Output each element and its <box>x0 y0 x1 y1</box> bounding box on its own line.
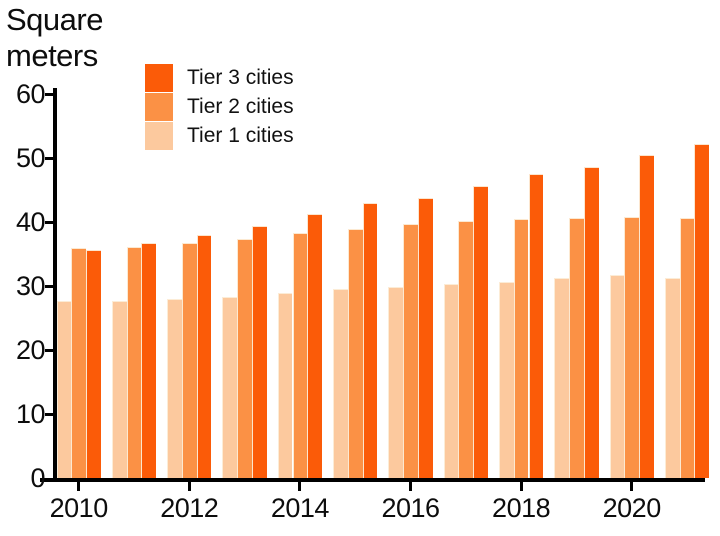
bar-tier3-2017 <box>473 186 488 478</box>
tier3-swatch-icon <box>145 64 173 92</box>
x-tick-label-2010: 2010 <box>49 493 109 523</box>
y-tick-label-20: 20 <box>15 335 46 365</box>
legend-item-tier3: Tier 3 cities <box>145 64 294 92</box>
bar-tier3-2010 <box>86 250 101 478</box>
bar-tier1-2010 <box>56 301 72 478</box>
x-tick-label-2020: 2020 <box>602 493 662 523</box>
y-tick-30 <box>45 285 53 288</box>
x-tick-label-2016: 2016 <box>381 493 440 523</box>
x-axis-line <box>40 478 705 482</box>
bar-tier3-2018 <box>528 174 544 478</box>
x-tick-label-2014: 2014 <box>270 493 330 523</box>
x-tick-2016 <box>409 482 412 491</box>
bar-tier3-2016 <box>417 197 433 478</box>
y-tick-label-60: 60 <box>15 79 46 109</box>
y-tick-label-0: 0 <box>30 463 45 493</box>
tier1-swatch-icon <box>145 122 173 150</box>
bar-tier1-2014 <box>277 293 293 478</box>
x-tick-2018 <box>519 482 523 491</box>
bar-tier2-2011 <box>126 246 142 478</box>
bar-tier2-2012 <box>181 243 197 478</box>
bar-tier3-2011 <box>141 243 157 478</box>
bar-tier1-2020 <box>609 275 625 478</box>
bar-tier3-2019 <box>583 166 599 478</box>
legend-label-tier2: Tier 2 cities <box>187 95 294 118</box>
chart-title: Square meters <box>6 2 103 73</box>
bar-tier3-2020 <box>639 155 654 478</box>
bar-tier1-2013 <box>222 296 238 478</box>
bar-tier2-2013 <box>237 238 252 478</box>
y-tick-label-30: 30 <box>15 271 46 301</box>
bar-tier1-2017 <box>443 284 459 478</box>
bar-tier1-2012 <box>167 299 182 478</box>
y-tick-label-50: 50 <box>15 143 46 173</box>
bar-tier1-2016 <box>388 286 404 478</box>
bar-tier3-2014 <box>307 214 323 478</box>
legend-item-tier1: Tier 1 cities <box>145 122 294 150</box>
x-tick-2012 <box>187 482 191 491</box>
bar-tier2-2015 <box>347 229 363 478</box>
x-tick-label-2018: 2018 <box>492 493 551 523</box>
legend: Tier 3 cities Tier 2 cities Tier 1 citie… <box>145 64 294 151</box>
tier2-swatch-icon <box>145 93 173 121</box>
x-tick-2020 <box>630 482 634 491</box>
bar-tier2-2021 <box>679 217 695 478</box>
bar-tier1-2019 <box>554 278 569 478</box>
bar-tier2-2018 <box>513 218 529 478</box>
y-tick-label-40: 40 <box>15 207 46 237</box>
bar-tier1-2011 <box>111 300 127 478</box>
y-tick-label-10: 10 <box>15 399 46 429</box>
legend-item-tier2: Tier 2 cities <box>145 93 294 121</box>
legend-label-tier3: Tier 3 cities <box>187 66 294 89</box>
y-axis-line <box>53 88 57 482</box>
x-tick-label-2012: 2012 <box>160 493 219 523</box>
bar-tier3-2013 <box>252 226 267 478</box>
bar-tier2-2014 <box>292 232 308 478</box>
bar-tier3-2012 <box>196 235 212 478</box>
y-tick-60 <box>45 93 53 96</box>
bar-tier2-2019 <box>569 217 584 478</box>
y-tick-10 <box>45 413 53 416</box>
y-tick-40 <box>45 221 53 224</box>
x-tick-2010 <box>77 482 81 491</box>
bar-tier2-2016 <box>403 223 418 478</box>
bar-tier1-2015 <box>333 289 348 478</box>
bar-tier2-2010 <box>71 247 87 478</box>
bar-tier3-2015 <box>362 202 378 478</box>
x-tick-2014 <box>298 482 302 491</box>
y-tick-50 <box>45 157 53 160</box>
bar-tier2-2017 <box>458 220 474 478</box>
bar-tier2-2020 <box>624 216 640 478</box>
bar-tier1-2021 <box>664 278 680 478</box>
y-tick-20 <box>45 349 53 352</box>
bar-tier3-2021 <box>694 143 710 478</box>
bar-tier1-2018 <box>498 281 514 478</box>
legend-label-tier1: Tier 1 cities <box>187 124 294 147</box>
